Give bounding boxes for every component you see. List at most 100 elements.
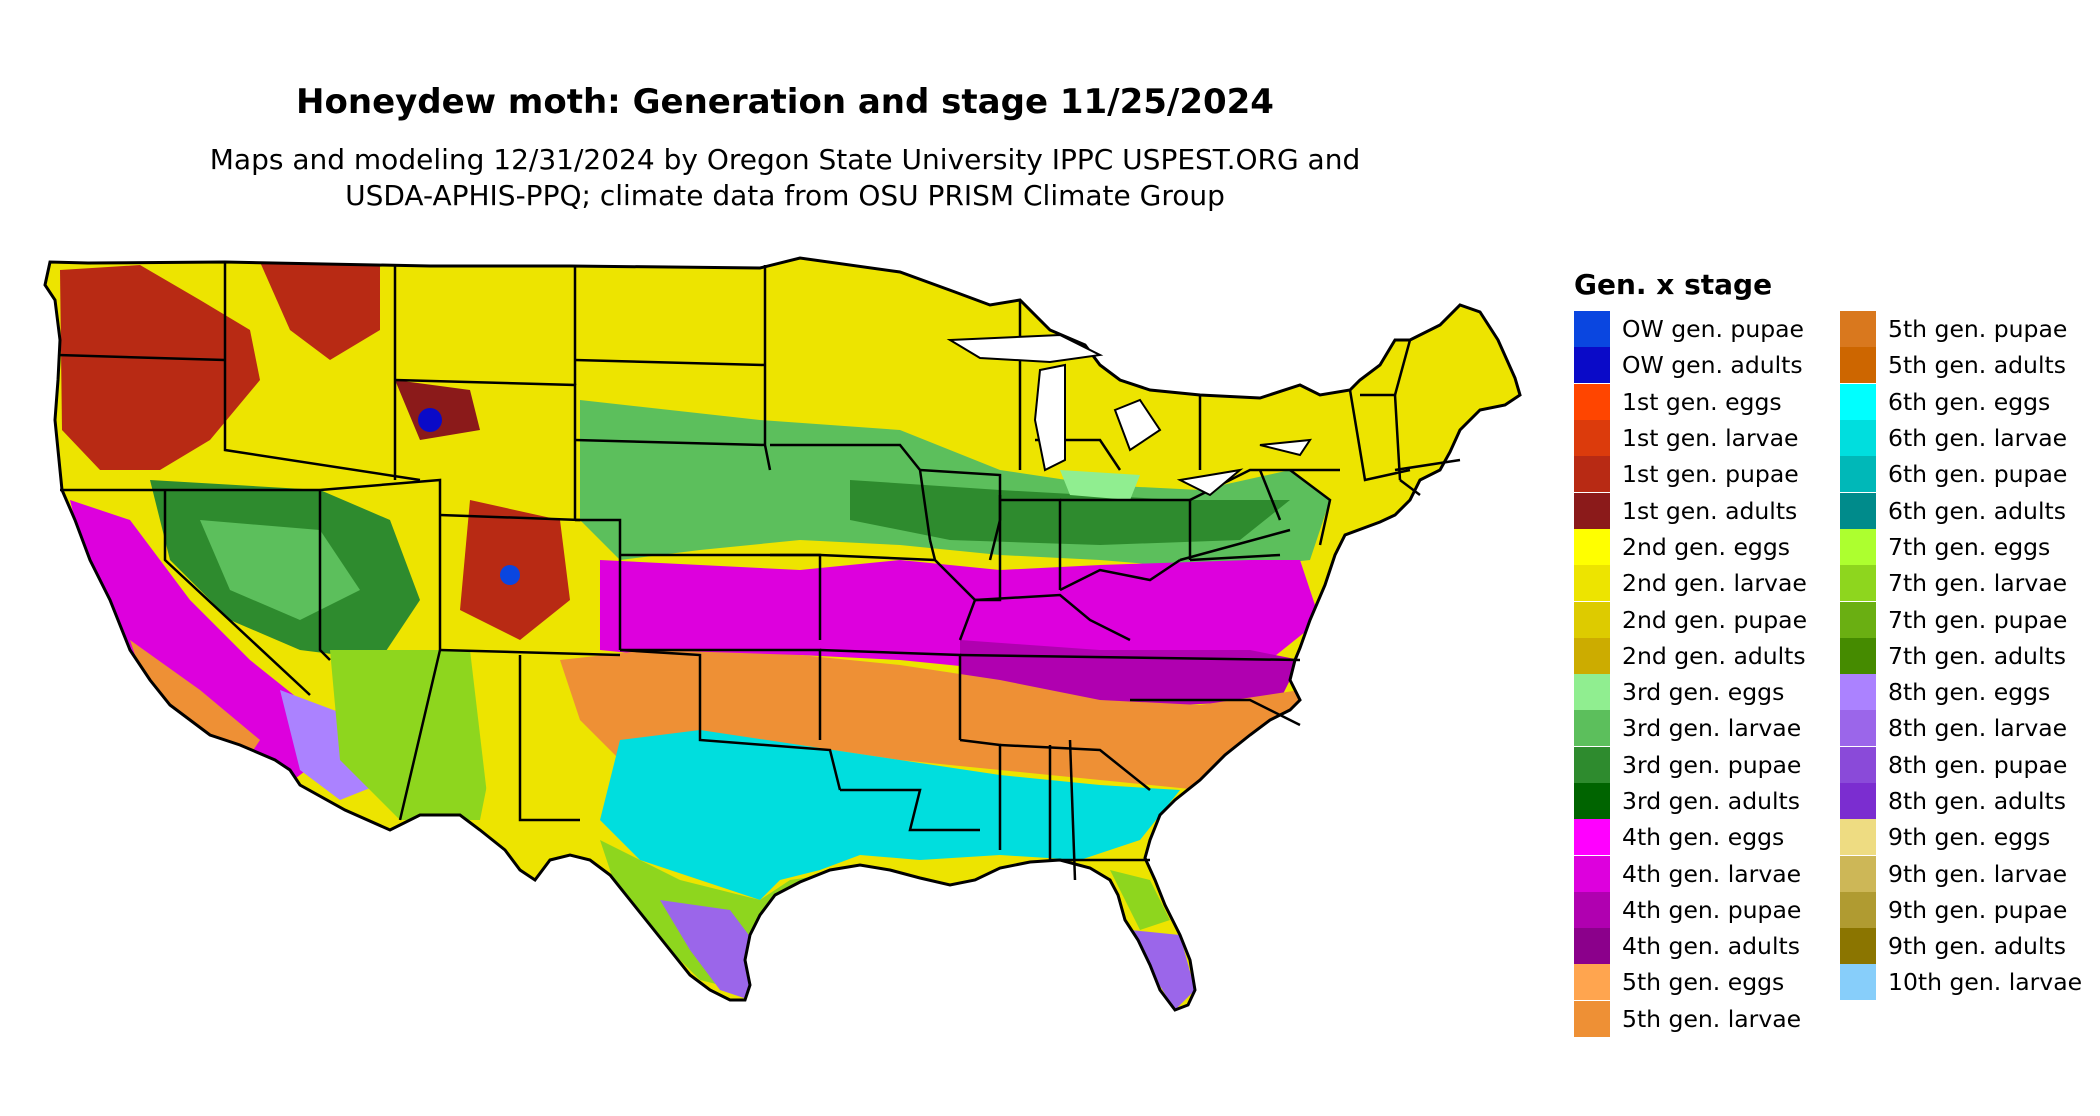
- legend-swatch: [1574, 964, 1610, 1001]
- legend-item: OW gen. pupae: [1574, 311, 1826, 348]
- legend-label: 7th gen. larvae: [1888, 569, 2068, 598]
- legend-item: 4th gen. pupae: [1574, 891, 1826, 928]
- legend-column-1: OW gen. pupae OW gen. adults 1st gen. eggs…: [1574, 311, 1826, 1037]
- legend-item: 9th gen. pupae: [1840, 891, 2082, 928]
- legend-swatch: [1840, 855, 1876, 892]
- legend-label: 8th gen. adults: [1888, 787, 2066, 815]
- legend-swatch: [1840, 819, 1876, 856]
- legend-label: 2nd gen. larvae: [1622, 569, 1807, 598]
- legend-item: 6th gen. larvae: [1840, 420, 2082, 457]
- legend-swatch: [1840, 492, 1876, 529]
- lake-ontario: [1259, 438, 1313, 457]
- legend-item: 6th gen. adults: [1840, 492, 2082, 529]
- legend-item: 3rd gen. adults: [1574, 783, 1826, 819]
- lake-huron: [1113, 398, 1162, 452]
- legend-item: 6th gen. pupae: [1840, 456, 2082, 493]
- legend-swatch: [1840, 710, 1876, 747]
- legend-label: 1st gen. pupae: [1622, 460, 1799, 489]
- legend-label: 8th gen. eggs: [1888, 678, 2051, 707]
- legend-swatch: [1574, 819, 1610, 856]
- legend-swatch: [1840, 637, 1876, 674]
- legend-label: 5th gen. pupae: [1888, 315, 2068, 344]
- legend-title: Gen. x stage: [1574, 268, 1773, 301]
- legend-label: 8th gen. larvae: [1888, 714, 2068, 743]
- legend-swatch: [1840, 746, 1876, 783]
- legend-swatch: [1574, 456, 1610, 493]
- legend-item: 2nd gen. eggs: [1574, 528, 1826, 565]
- legend-item: OW gen. adults: [1574, 347, 1826, 384]
- legend-item: 7th gen. adults: [1840, 637, 2082, 674]
- legend-item: 9th gen. eggs: [1840, 819, 2082, 856]
- legend-label: 6th gen. pupae: [1888, 460, 2068, 489]
- legend-item: 8th gen. adults: [1840, 783, 2082, 819]
- legend-swatch: [1574, 1000, 1610, 1037]
- legend-label: 1st gen. larvae: [1622, 424, 1799, 453]
- legend-label: 3rd gen. pupae: [1622, 750, 1802, 779]
- legend-label: 1st gen. adults: [1622, 496, 1798, 525]
- legend-swatch: [1574, 528, 1610, 565]
- legend-item: 6th gen. eggs: [1840, 383, 2082, 420]
- legend-swatch: [1840, 964, 1876, 1001]
- map-subtitle: Maps and modeling 12/31/2024 by Oregon S…: [0, 142, 1570, 214]
- legend-label: 4th gen. adults: [1622, 932, 1800, 961]
- legend-swatch: [1574, 891, 1610, 928]
- legend-swatch: [1574, 674, 1610, 711]
- legend-label: 1st gen. eggs: [1622, 387, 1782, 416]
- legend-column-2: 5th gen. pupae 5th gen. adults 6th gen. eg…: [1840, 311, 2082, 1037]
- legend-item: 1st gen. pupae: [1574, 456, 1826, 493]
- legend-label: 6th gen. larvae: [1888, 424, 2068, 453]
- legend-label: 6th gen. eggs: [1888, 387, 2051, 416]
- legend-swatch: [1840, 674, 1876, 711]
- subtitle-line-2: USDA-APHIS-PPQ; climate data from OSU PR…: [345, 179, 1225, 212]
- legend-swatch: [1840, 783, 1876, 819]
- legend-item: 2nd gen. pupae: [1574, 601, 1826, 638]
- lake-michigan: [1033, 363, 1066, 472]
- legend-label: 3rd gen. adults: [1622, 787, 1800, 815]
- legend-label: 3rd gen. eggs: [1622, 678, 1785, 707]
- legend-swatch: [1574, 637, 1610, 674]
- generation-zones: [45, 258, 1520, 1010]
- legend-item: 4th gen. larvae: [1574, 855, 1826, 892]
- legend-item: 5th gen. eggs: [1574, 964, 1826, 1001]
- legend-label: 2nd gen. adults: [1622, 641, 1806, 670]
- legend-label: 10th gen. larvae: [1888, 968, 2083, 997]
- legend-label: 7th gen. pupae: [1888, 605, 2068, 634]
- legend-swatch: [1574, 492, 1610, 529]
- legend-item: 8th gen. eggs: [1840, 674, 2082, 711]
- legend-item: 9th gen. larvae: [1840, 855, 2082, 892]
- legend-label: 9th gen. adults: [1888, 932, 2066, 961]
- legend-swatch: [1574, 601, 1610, 638]
- great-lakes: [946, 333, 1313, 497]
- legend-swatch: [1574, 311, 1610, 348]
- legend-swatch: [1574, 420, 1610, 457]
- subtitle-line-1: Maps and modeling 12/31/2024 by Oregon S…: [209, 143, 1361, 176]
- legend-item: 1st gen. adults: [1574, 492, 1826, 529]
- legend-swatch: [1840, 601, 1876, 638]
- legend-item: 10th gen. larvae: [1840, 964, 2083, 1001]
- legend-swatch: [1840, 891, 1876, 928]
- legend-item: 8th gen. larvae: [1840, 710, 2082, 747]
- legend-label: 7th gen. eggs: [1888, 532, 2051, 561]
- legend-item: 4th gen. eggs: [1574, 819, 1826, 856]
- legend-label: 3rd gen. larvae: [1622, 714, 1802, 743]
- legend-label: 2nd gen. pupae: [1622, 605, 1808, 634]
- legend-swatch: [1574, 565, 1610, 602]
- legend-item: 1st gen. eggs: [1574, 383, 1826, 420]
- legend-swatch: [1574, 347, 1610, 384]
- legend-swatch: [1840, 528, 1876, 565]
- legend-item: 7th gen. larvae: [1840, 565, 2082, 602]
- legend-swatch: [1840, 928, 1876, 965]
- legend-label: 4th gen. pupae: [1622, 895, 1802, 924]
- legend-label: 4th gen. larvae: [1622, 859, 1802, 888]
- lake-superior: [946, 333, 1104, 364]
- legend-swatch: [1574, 783, 1610, 819]
- legend-label: 2nd gen. eggs: [1622, 532, 1790, 561]
- legend-swatch: [1840, 456, 1876, 493]
- legend-item: 1st gen. larvae: [1574, 420, 1826, 457]
- legend-swatch: [1840, 311, 1876, 348]
- legend-item: 3rd gen. larvae: [1574, 710, 1826, 747]
- legend-swatch: [1840, 383, 1876, 420]
- legend-item: 8th gen. pupae: [1840, 746, 2082, 783]
- legend-item: 5th gen. larvae: [1574, 1000, 1826, 1037]
